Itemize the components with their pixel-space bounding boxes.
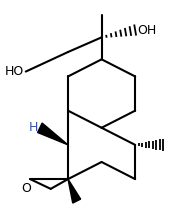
- Text: H: H: [28, 121, 38, 134]
- Polygon shape: [38, 123, 68, 145]
- Text: HO: HO: [4, 65, 24, 78]
- Text: O: O: [21, 182, 31, 195]
- Text: OH: OH: [137, 24, 157, 37]
- Polygon shape: [68, 179, 81, 203]
